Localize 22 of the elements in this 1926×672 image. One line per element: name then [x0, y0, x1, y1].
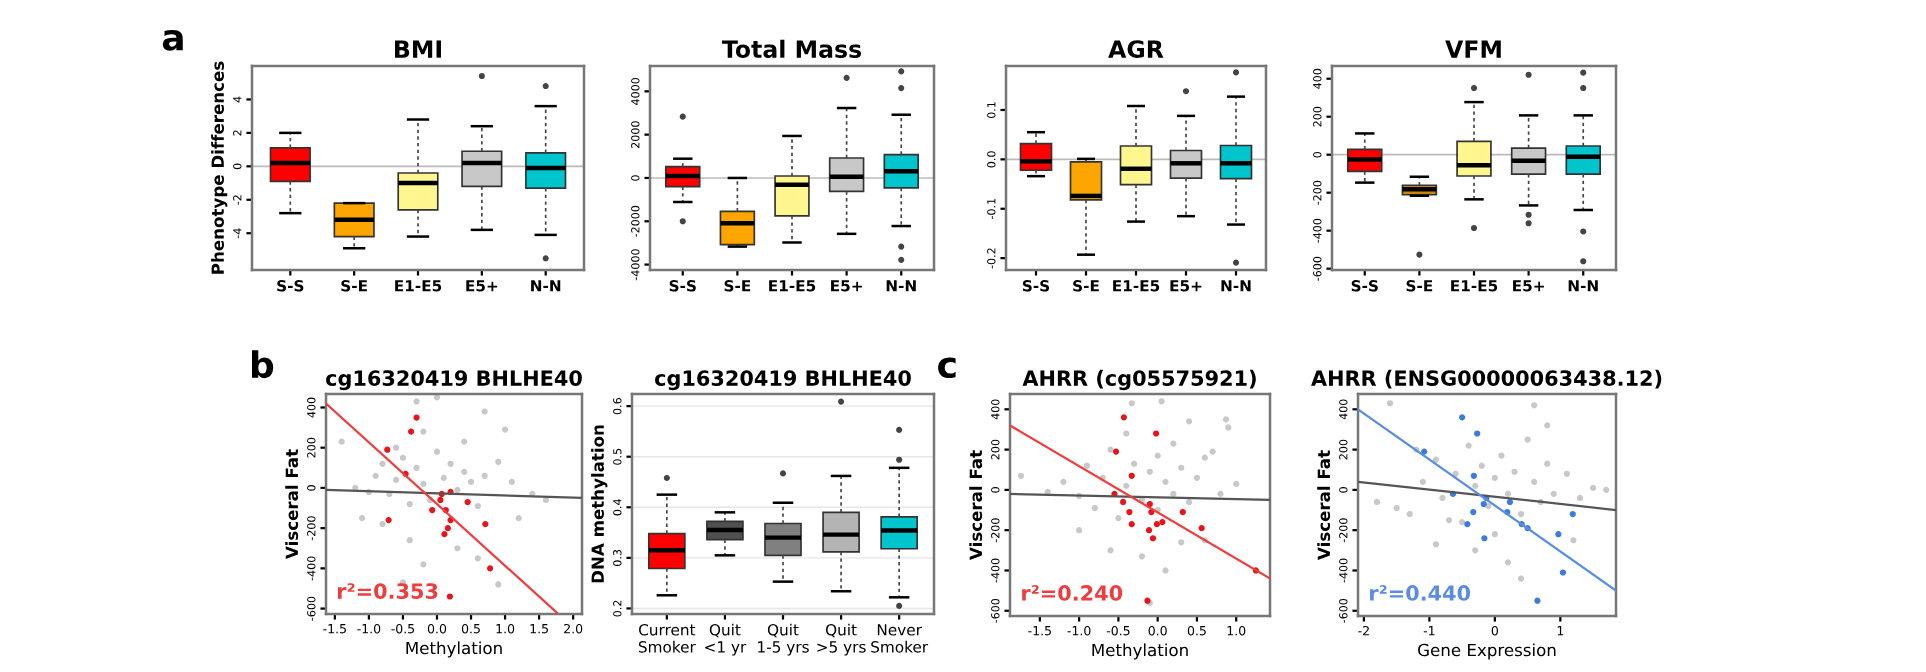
- x-axis-title: Methylation: [406, 641, 502, 658]
- chart-title: AHRR (ENSG00000063438.12): [1311, 369, 1662, 389]
- y-axis-title: DNA methylation: [591, 425, 608, 583]
- text: b: [251, 350, 274, 379]
- text: r²=0.240: [1022, 585, 1123, 601]
- chart-title: AHRR (cg05575921): [1022, 369, 1256, 391]
- chart-title: cg16320419 BHLHE40: [655, 370, 911, 391]
- chart-title: BMI: [395, 40, 441, 58]
- text: r²=0.353: [337, 583, 438, 599]
- y-axis-title: Phenotype Differences: [211, 61, 228, 274]
- y-axis-title: Visceral Fat: [285, 449, 299, 559]
- text: a: [162, 30, 183, 51]
- chart-title: AGR: [1108, 40, 1164, 58]
- chart-title: VFM: [1445, 40, 1501, 58]
- y-axis-title: Visceral Fat: [969, 450, 983, 560]
- chart-title: cg16320419 BHLHE40: [326, 370, 582, 391]
- y-axis-title: Visceral Fat: [1317, 450, 1331, 560]
- chart-title: Total Mass: [721, 39, 862, 58]
- x-axis-title: Methylation: [1092, 643, 1188, 660]
- x-axis-title: Gene Expression: [1418, 643, 1556, 660]
- text: r²=0.440: [1370, 585, 1471, 601]
- text: c: [938, 357, 956, 379]
